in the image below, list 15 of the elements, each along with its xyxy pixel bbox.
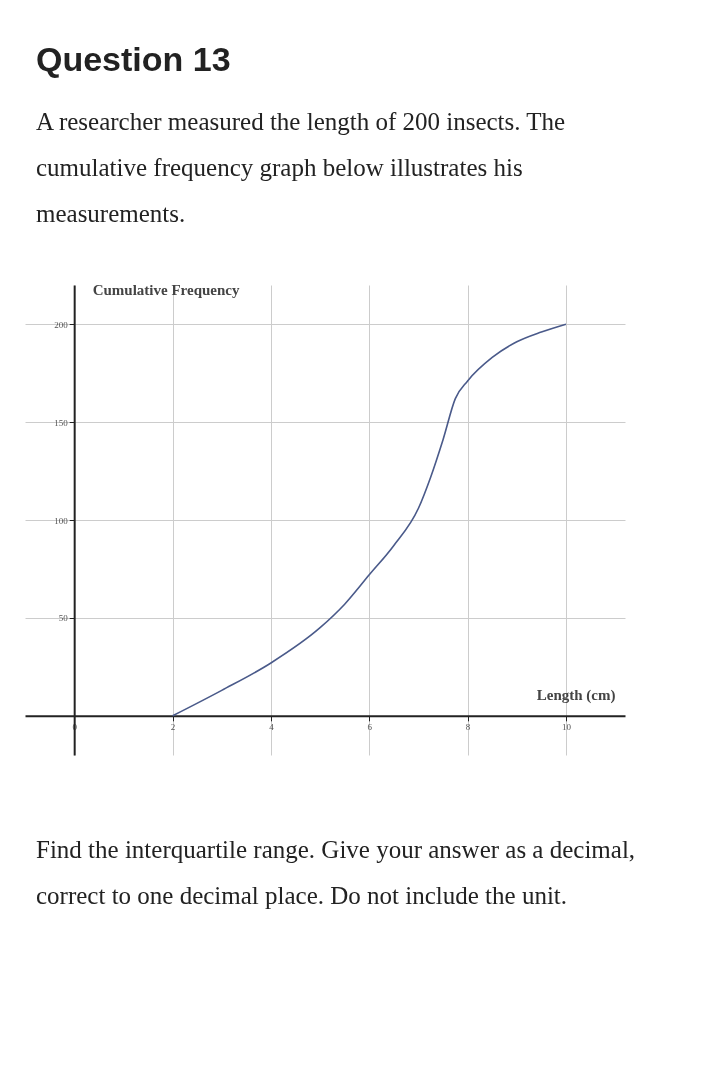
text: Find the interquartile range. Give your answer as a decimal, correct to one decimal place. Do not include the unit. <box>36 835 637 911</box>
x-tick-label: 10 <box>561 722 572 733</box>
y-tick-label: 50 <box>58 613 69 624</box>
y-tick-label: 150 <box>54 417 69 428</box>
x-axis-title: Length (cm) <box>536 687 616 705</box>
chart-title: Question 13 <box>36 40 232 79</box>
y-tick-label: 100 <box>54 515 69 526</box>
x-tick-label: 8 <box>465 722 471 733</box>
x-tick-label: 6 <box>367 722 373 733</box>
y-tick-label: 200 <box>54 319 69 330</box>
chart-subtitle: A researcher measured the length of 200 insects. The cumulative frequency graph below illustrates his measurements. <box>36 107 567 229</box>
x-tick-label: 0 <box>72 722 78 733</box>
y-axis-title: Cumulative Frequency <box>92 281 240 298</box>
x-tick-label: 2 <box>170 722 176 733</box>
x-tick-label: 4 <box>269 722 275 733</box>
